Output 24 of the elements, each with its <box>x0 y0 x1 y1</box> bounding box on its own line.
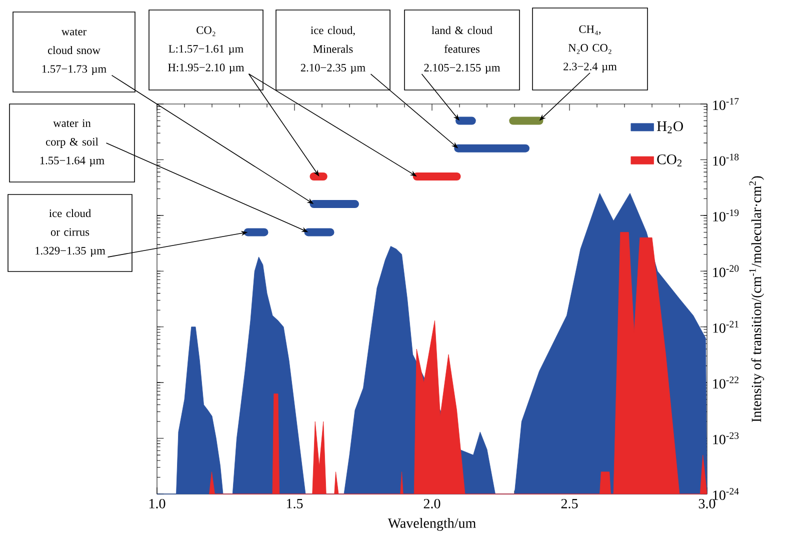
x-tick-label: 2.5 <box>561 498 578 508</box>
legend-label: CO$_{2}$ <box>657 154 682 166</box>
x-tick-label: 2.0 <box>424 498 440 508</box>
annotation: CH₄, N₂O CO₂ 2.3−2.4 µm <box>564 25 617 73</box>
x-tick-label: 3.0 <box>698 498 716 508</box>
y-tick-label: 10$^{-18}$ <box>713 154 739 166</box>
y-axis-title: Intensity of transition/(cm$^{-1}$/molecular·cm$^{2}$) <box>749 176 764 422</box>
x-tick-label: 1.5 <box>286 498 303 508</box>
y-tick-label: 10$^{-19}$ <box>713 209 739 222</box>
y-tick-label: 10$^{-20}$ <box>713 265 739 278</box>
annotation: water cloud snow 1.57−1.73 µm <box>42 28 106 76</box>
y-tick-label: 10$^{-24}$ <box>713 488 739 500</box>
annotation: CO₂ L:1.57−1.61 µm H:1.95−2.10 µm <box>168 26 244 74</box>
annotation: water in corp & soil 1.55−1.64 µm <box>40 119 104 167</box>
annotation: ice cloud or cirrus 1.329−1.35 µm <box>36 209 106 257</box>
annotation: ice cloud, Minerals 2.10−2.35 µm <box>300 26 366 74</box>
y-tick-label: 10$^{-17}$ <box>713 98 739 110</box>
legend-label: H$_{2}$O <box>657 121 683 134</box>
annotation: land & cloud features 2.105−2.155 µm <box>424 26 500 74</box>
y-tick-label: 10$^{-21}$ <box>713 320 738 333</box>
x-axis-title: Wavelength/um <box>388 518 476 531</box>
y-tick-label: 10$^{-22}$ <box>713 376 738 389</box>
x-tick-label: 1.0 <box>149 498 166 508</box>
y-tick-label: 10$^{-23}$ <box>713 432 739 444</box>
